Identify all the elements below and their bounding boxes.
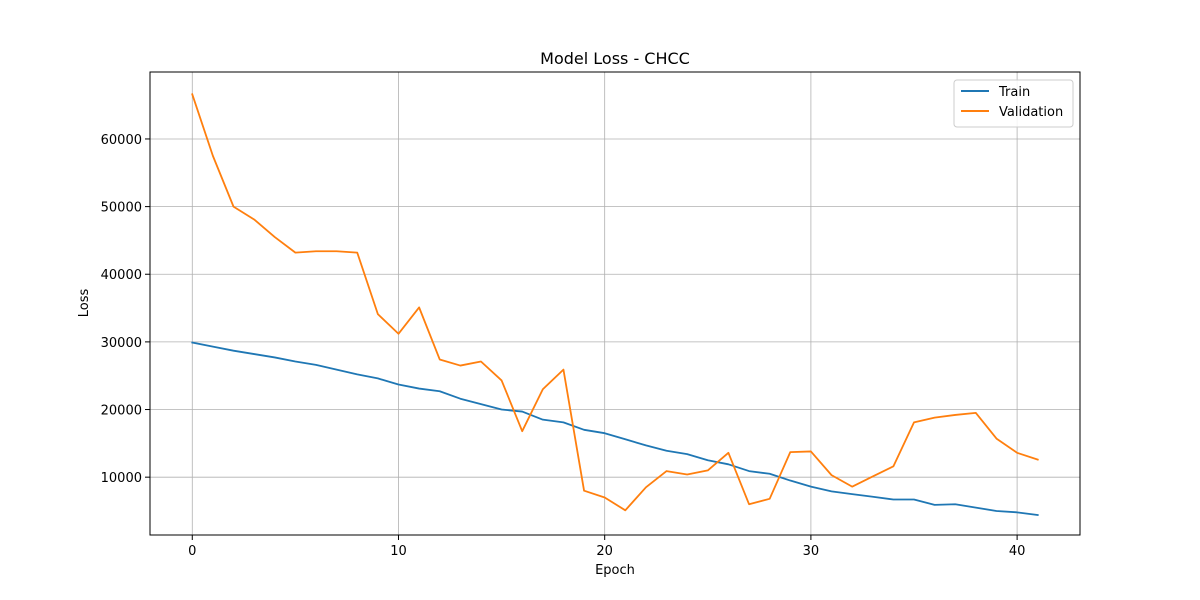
x-tick-label: 20 — [596, 544, 613, 559]
series-lines — [191, 93, 1039, 517]
legend: Train Validation — [953, 79, 1074, 128]
y-tick-label: 30000 — [101, 336, 142, 351]
x-tick-label: 0 — [188, 544, 196, 559]
legend-train-label: Train — [998, 85, 1030, 100]
chart-title: Model Loss - CHCC — [540, 49, 690, 68]
series-line-train — [191, 341, 1039, 517]
x-axis-label: Epoch — [595, 563, 635, 578]
x-tick-label: 40 — [1009, 544, 1026, 559]
y-axis-ticks: 10000 20000 30000 40000 50000 60000 — [101, 133, 150, 486]
y-axis-label: Loss — [77, 289, 92, 318]
x-tick-label: 30 — [803, 544, 820, 559]
y-tick-label: 60000 — [101, 133, 142, 148]
y-tick-label: 20000 — [101, 404, 142, 419]
y-tick-label: 40000 — [101, 268, 142, 283]
y-tick-label: 50000 — [101, 201, 142, 216]
legend-validation-label: Validation — [999, 105, 1063, 120]
grid-lines — [150, 72, 1080, 535]
plot-frame — [149, 71, 1081, 536]
series-line-validation — [191, 93, 1039, 512]
x-axis-ticks: 0 10 20 30 40 — [188, 535, 1025, 559]
y-tick-label: 10000 — [101, 471, 142, 486]
x-tick-label: 10 — [390, 544, 407, 559]
